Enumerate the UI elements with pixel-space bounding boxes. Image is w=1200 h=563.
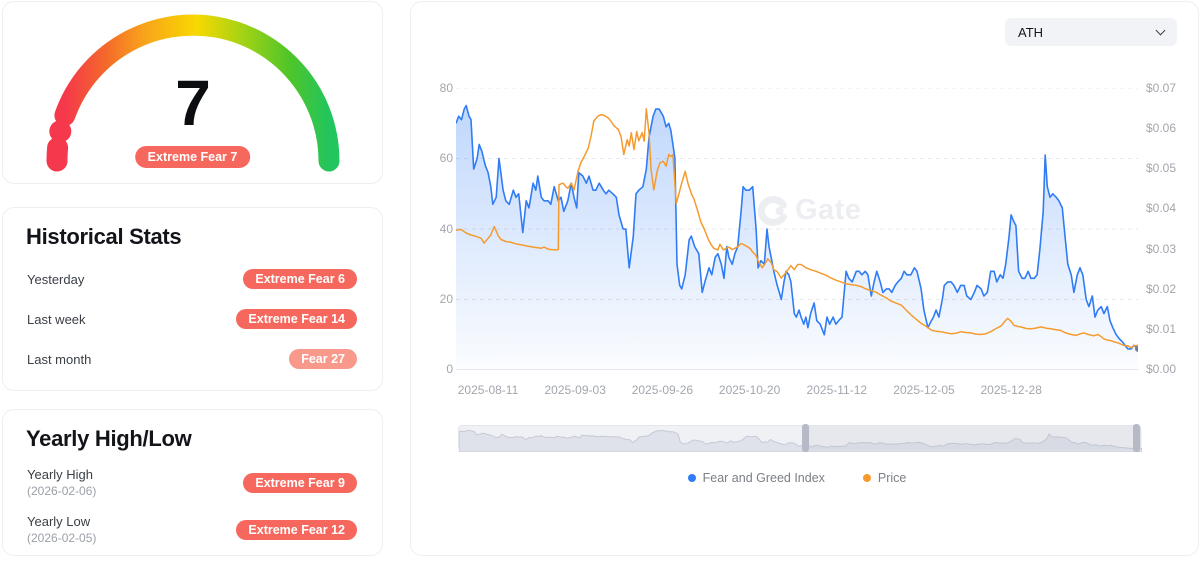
chevron-down-icon — [1155, 25, 1166, 35]
legend-item-fear-greed[interactable]: Fear and Greed Index — [687, 471, 825, 485]
stat-row-last-month: Last month Fear 27 — [27, 348, 357, 370]
legend-label: Price — [877, 471, 907, 485]
legend-dot-orange — [862, 474, 871, 482]
x-tick-label: 2025-12-05 — [893, 383, 955, 397]
fear-greed-price-chart[interactable] — [455, 87, 1141, 370]
legend-dot-blue — [687, 474, 696, 482]
yearly-high-date: (2026-02-06) — [27, 484, 97, 498]
stat-row-yesterday: Yesterday Extreme Fear 6 — [27, 268, 357, 290]
fear-greed-gauge — [3, 2, 382, 183]
historical-stats-card: Historical Stats Yesterday Extreme Fear … — [2, 207, 383, 391]
y-left-tick-label: 80 — [439, 81, 453, 95]
yearly-low-row: Yearly Low (2026-02-05) Extreme Fear 12 — [27, 514, 357, 546]
x-tick-label: 2025-09-26 — [631, 383, 694, 397]
status-badge: Extreme Fear 12 — [236, 520, 357, 540]
x-tick-label: 2025-12-28 — [980, 383, 1042, 397]
chart-legend: Fear and Greed Index Price — [456, 471, 1138, 485]
range-selector-value: ATH — [1018, 24, 1044, 40]
status-badge: Extreme Fear 6 — [243, 269, 357, 289]
stat-label: Last week — [27, 311, 86, 327]
legend-item-price[interactable]: Price — [862, 471, 907, 485]
x-tick-label: 2025-10-20 — [718, 383, 781, 397]
status-badge: Extreme Fear 9 — [243, 473, 357, 493]
x-tick-label: 2025-08-11 — [457, 383, 519, 397]
range-handle-right[interactable] — [1133, 424, 1140, 452]
yearly-highlow-title: Yearly High/Low — [26, 426, 192, 451]
yearly-highlow-card: Yearly High/Low Yearly High (2026-02-06)… — [2, 409, 383, 556]
legend-label: Fear and Greed Index — [702, 471, 825, 485]
y-right-tick-label: $0.05 — [1146, 161, 1177, 176]
historical-stats-title: Historical Stats — [26, 224, 182, 249]
range-selector-dropdown[interactable]: ATH — [1005, 18, 1177, 46]
gauge-status-badge: Extreme Fear 7 — [134, 146, 251, 168]
y-right-tick-label: $0.06 — [1146, 121, 1177, 136]
y-left-tick-label: 20 — [439, 291, 453, 306]
gauge-value: 7 — [175, 67, 211, 139]
chart-range-slider[interactable] — [458, 424, 1143, 453]
yearly-low-label: Yearly Low — [27, 514, 91, 529]
range-slider-selection[interactable] — [805, 426, 1142, 450]
y-right-tick-label: $0.04 — [1146, 201, 1177, 216]
yearly-high-row: Yearly High (2026-02-06) Extreme Fear 9 — [27, 467, 357, 499]
gauge-card: 7 Extreme Fear 7 — [2, 1, 383, 184]
range-handle-left[interactable] — [802, 424, 809, 452]
x-tick-label: 2025-11-12 — [806, 383, 868, 397]
y-left-tick-label: 40 — [439, 221, 453, 236]
stat-label: Last month — [27, 351, 92, 367]
y-right-tick-label: $0.07 — [1146, 81, 1177, 95]
y-right-tick-label: $0.01 — [1146, 321, 1177, 336]
y-left-tick-label: 60 — [439, 151, 453, 166]
x-tick-label: 2025-09-03 — [544, 383, 606, 397]
status-badge: Fear 27 — [289, 349, 357, 369]
y-right-tick-label: $0.02 — [1146, 281, 1177, 296]
stat-label: Yesterday — [27, 271, 85, 287]
stat-row-last-week: Last week Extreme Fear 14 — [27, 308, 357, 330]
yearly-low-date: (2026-02-05) — [27, 531, 97, 545]
chart-card: ATH Gate 80 60 40 20 0 $0.07 $0.06 $0.05 $0.04 $… — [410, 1, 1199, 556]
yearly-high-label: Yearly High — [27, 467, 94, 482]
y-right-tick-label: $0.00 — [1146, 361, 1177, 376]
y-left-tick-label: 0 — [446, 362, 453, 376]
status-badge: Extreme Fear 14 — [236, 309, 357, 329]
y-right-tick-label: $0.03 — [1146, 241, 1177, 256]
